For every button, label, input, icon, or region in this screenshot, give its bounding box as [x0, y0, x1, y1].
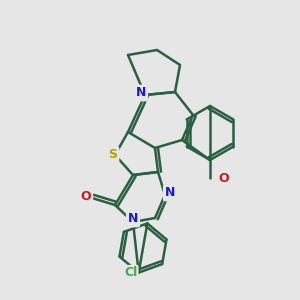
Text: N: N [136, 86, 146, 100]
Text: Cl: Cl [124, 266, 137, 279]
Text: S: S [109, 148, 118, 161]
Text: O: O [81, 190, 91, 202]
Text: N: N [165, 187, 175, 200]
Text: N: N [128, 212, 138, 226]
Text: O: O [219, 172, 229, 184]
